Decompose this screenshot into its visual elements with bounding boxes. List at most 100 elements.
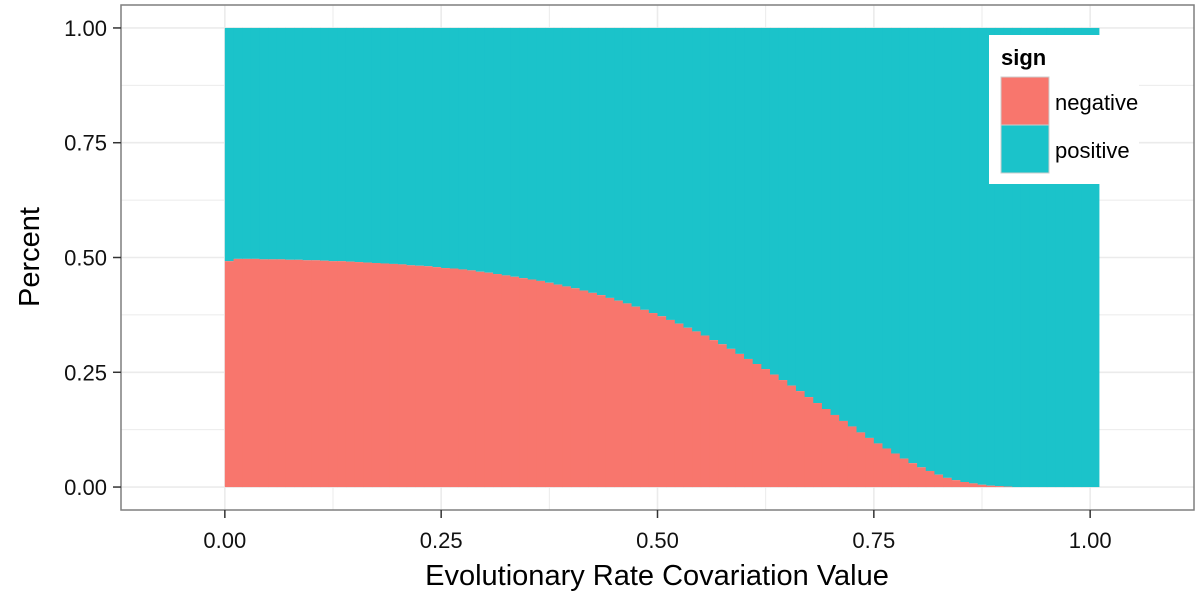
legend-label-negative: negative — [1055, 90, 1138, 115]
bar-negative-62 — [761, 369, 771, 488]
bar-negative-17 — [371, 263, 382, 488]
bar-negative-29 — [475, 271, 486, 488]
bar-negative-60 — [744, 358, 754, 488]
bar-positive-20 — [397, 27, 408, 265]
x-tick-label-3: 0.75 — [852, 528, 895, 553]
bar-positive-18 — [380, 27, 390, 264]
bar-negative-15 — [354, 262, 364, 488]
bar-positive-78 — [899, 27, 910, 459]
bar-negative-22 — [415, 265, 425, 488]
bar-positive-7 — [285, 27, 295, 260]
bar-negative-19 — [389, 263, 399, 488]
x-tick-label-2: 0.50 — [636, 528, 679, 553]
bar-positive-41 — [579, 27, 589, 291]
bar-positive-98 — [1072, 27, 1083, 488]
bar-positive-66 — [795, 27, 806, 392]
bar-negative-83 — [943, 477, 953, 488]
bar-positive-25 — [441, 27, 451, 269]
x-tick-label-4: 1.00 — [1069, 528, 1112, 553]
bar-positive-52 — [674, 27, 685, 324]
bar-positive-57 — [718, 27, 728, 345]
bar-positive-54 — [692, 27, 702, 332]
bar-positive-4 — [259, 27, 269, 260]
bar-negative-48 — [640, 309, 650, 488]
x-tick-label-0: 0.00 — [203, 528, 246, 553]
bar-positive-9 — [302, 27, 312, 261]
bar-negative-63 — [769, 374, 780, 488]
bar-negative-75 — [873, 443, 884, 488]
bar-positive-92 — [1020, 27, 1031, 488]
bar-negative-21 — [406, 265, 416, 488]
bar-positive-91 — [1012, 27, 1022, 488]
bar-positive-46 — [622, 27, 633, 304]
bar-positive-14 — [345, 27, 356, 262]
bar-negative-74 — [865, 437, 875, 488]
x-tick-label-1: 0.25 — [420, 528, 463, 553]
y-tick-label-2: 0.50 — [64, 246, 107, 271]
bar-positive-2 — [242, 27, 252, 259]
bar-negative-26 — [449, 268, 460, 488]
y-axis-title: Percent — [14, 207, 46, 307]
bar-positive-42 — [588, 27, 598, 293]
bar-positive-58 — [726, 27, 736, 349]
bar-positive-93 — [1029, 27, 1039, 488]
bar-negative-34 — [519, 278, 529, 488]
bar-positive-0 — [224, 27, 235, 262]
bar-positive-32 — [501, 27, 511, 276]
bar-negative-80 — [917, 467, 927, 488]
bar-positive-8 — [294, 27, 304, 260]
bar-negative-5 — [268, 259, 278, 488]
bar-negative-28 — [467, 270, 477, 488]
bar-positive-16 — [363, 27, 373, 263]
bar-positive-40 — [570, 27, 581, 289]
bar-negative-35 — [527, 279, 537, 488]
bar-negative-43 — [596, 295, 607, 488]
bar-positive-50 — [657, 27, 667, 317]
bar-positive-36 — [536, 27, 546, 281]
bar-positive-80 — [917, 27, 927, 468]
legend-label-positive: positive — [1055, 138, 1130, 163]
bar-negative-69 — [821, 409, 832, 488]
bar-negative-61 — [752, 364, 762, 488]
bar-positive-82 — [934, 27, 944, 475]
bar-negative-70 — [830, 414, 840, 488]
bar-positive-95 — [1046, 27, 1057, 488]
bar-negative-77 — [891, 453, 901, 488]
bar-positive-86 — [969, 27, 979, 484]
bar-negative-64 — [778, 380, 788, 488]
bar-positive-53 — [683, 27, 693, 328]
bar-positive-99 — [1081, 27, 1091, 488]
bar-negative-52 — [674, 323, 685, 488]
bar-positive-56 — [709, 27, 719, 341]
bar-negative-13 — [337, 261, 347, 488]
bar-negative-0 — [224, 261, 235, 488]
bar-negative-7 — [285, 259, 295, 488]
bar-positive-51 — [666, 27, 676, 320]
bar-positive-94 — [1038, 27, 1048, 488]
bar-negative-18 — [380, 263, 390, 488]
bar-negative-79 — [908, 463, 918, 488]
bar-positive-35 — [527, 27, 537, 280]
bar-positive-28 — [467, 27, 477, 271]
bar-negative-30 — [484, 272, 494, 488]
bar-positive-48 — [640, 27, 650, 310]
bar-negative-44 — [605, 297, 615, 488]
bar-positive-90 — [1003, 27, 1013, 487]
x-axis-title: Evolutionary Rate Covariation Value — [425, 560, 889, 592]
bar-positive-83 — [943, 27, 953, 478]
bar-negative-36 — [536, 280, 546, 488]
bar-positive-17 — [371, 27, 382, 264]
bar-negative-59 — [735, 353, 745, 488]
bar-positive-1 — [233, 27, 243, 259]
bar-positive-39 — [562, 27, 572, 287]
bar-positive-38 — [553, 27, 563, 285]
y-tick-label-1: 0.25 — [64, 360, 107, 385]
bar-negative-54 — [692, 331, 702, 488]
bar-positive-62 — [761, 27, 771, 370]
bar-positive-13 — [337, 27, 347, 262]
bar-positive-76 — [882, 27, 892, 449]
bar-positive-74 — [865, 27, 875, 438]
bar-negative-66 — [795, 391, 806, 488]
bar-negative-33 — [510, 276, 520, 488]
bar-positive-84 — [951, 27, 961, 481]
